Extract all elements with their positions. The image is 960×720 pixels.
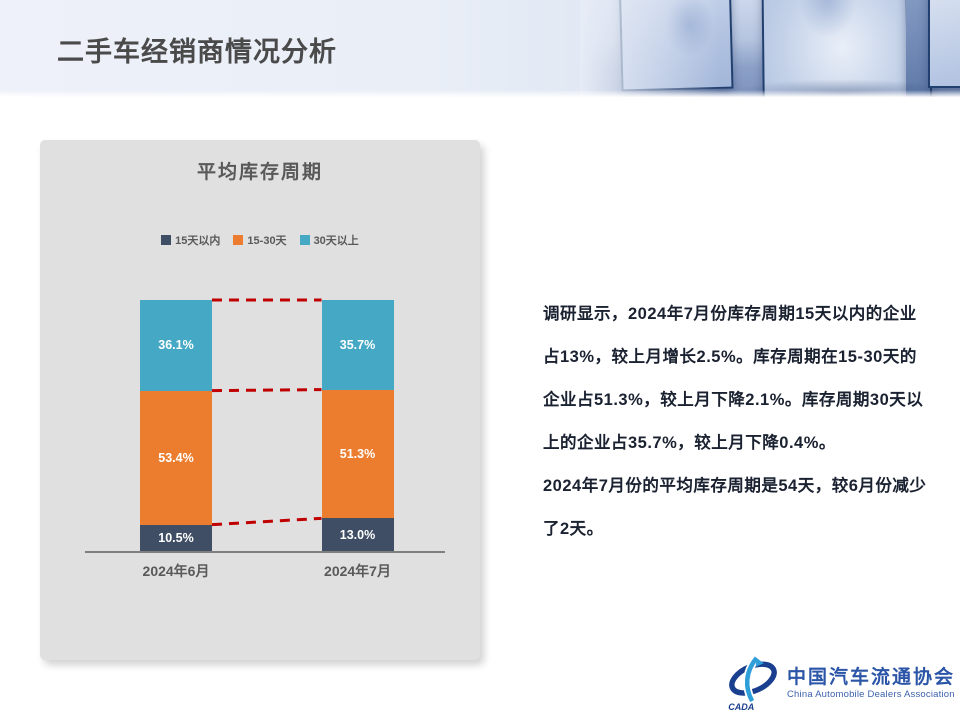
- chart-panel: 平均库存周期 15天以内 15-30天 30天以上 10.5% 53.4% 36.1% 2…: [40, 140, 480, 660]
- bar-segment: 35.7%: [321, 300, 394, 390]
- analysis-line: 调研显示，2024年7月份库存周期15天以内的企业: [543, 305, 917, 323]
- legend-swatch-icon: [299, 235, 310, 245]
- org-name-en: China Automobile Dealers Association: [787, 689, 955, 700]
- analysis-line: 占13%，较上月增长2.5%。库存周期在15-30天的: [543, 348, 917, 366]
- cada-emblem-text: CADA: [728, 702, 754, 712]
- bar-segment-value-label: 10.5%: [158, 530, 194, 545]
- org-logo: CADA 中国汽车流通协会 China Automobile Dealers A…: [726, 656, 955, 712]
- bar-segment-value-label: 35.7%: [339, 337, 376, 352]
- page-title: 二手车经销商情况分析: [57, 37, 337, 67]
- legend-swatch-icon: [233, 235, 244, 245]
- slide-header: 二手车经销商情况分析: [0, 0, 960, 97]
- org-name-block: 中国汽车流通协会 China Automobile Dealers Associ…: [787, 667, 955, 701]
- photo-fade-overlay: [580, 0, 720, 97]
- connector-lines: [211, 298, 322, 527]
- org-name-cn: 中国汽车流通协会: [787, 667, 956, 688]
- legend-item: 30天以上: [299, 232, 359, 248]
- stacked-bar: 10.5% 53.4% 36.1%: [140, 300, 212, 551]
- cube-graphic-right: [928, 0, 960, 88]
- analysis-line: 企业占51.3%，较上月下降2.1%。库存周期30天以: [543, 391, 924, 409]
- chart-legend: 15天以内 15-30天 30天以上: [40, 232, 480, 248]
- dashed-connector-line: [211, 516, 322, 527]
- category-axis-label: 2024年7月: [324, 563, 391, 579]
- cube-floor-shadow: [730, 79, 960, 97]
- chart-title: 平均库存周期: [196, 162, 323, 183]
- category-axis-label: 2024年6月: [142, 563, 210, 579]
- legend-label: 30天以上: [313, 235, 359, 247]
- bar-segment: 51.3%: [321, 389, 394, 519]
- bar-segment: 53.4%: [140, 390, 212, 525]
- legend-item: 15-30天: [233, 232, 287, 248]
- bar-segment-value-label: 51.3%: [339, 447, 376, 461]
- x-axis-line: [85, 551, 445, 553]
- bar-segment-value-label: 53.4%: [158, 450, 194, 465]
- bar-segment-value-label: 36.1%: [158, 338, 194, 353]
- bar-segment: 36.1%: [140, 300, 212, 391]
- analysis-line: 了2天。: [543, 520, 604, 538]
- chart-plot-area: 10.5% 53.4% 36.1% 2024年6月 13.0% 51.3% 35.7% 202…: [40, 140, 480, 660]
- header-cubes-photo: [580, 0, 960, 97]
- legend-label: 15天以内: [175, 235, 221, 247]
- bar-segment-value-label: 13.0%: [339, 527, 376, 542]
- stacked-bar: 13.0% 51.3% 35.7%: [321, 300, 394, 551]
- analysis-text: 调研显示，2024年7月份库存周期15天以内的企业 占13%，较上月增长2.5%。…: [543, 293, 953, 551]
- bar-segment: 10.5%: [140, 524, 212, 551]
- cada-emblem-icon: CADA: [728, 656, 777, 712]
- dashed-connector-line: [211, 388, 322, 393]
- analysis-line: 2024年7月份的平均库存周期是54天，较6月份减少: [543, 477, 927, 495]
- legend-label: 15-30天: [247, 235, 287, 247]
- legend-swatch-icon: [161, 235, 172, 245]
- bar-segment: 13.0%: [321, 518, 394, 551]
- analysis-line: 上的企业占35.7%，较上月下降0.4%。: [543, 434, 836, 452]
- legend-item: 15天以内: [161, 232, 220, 248]
